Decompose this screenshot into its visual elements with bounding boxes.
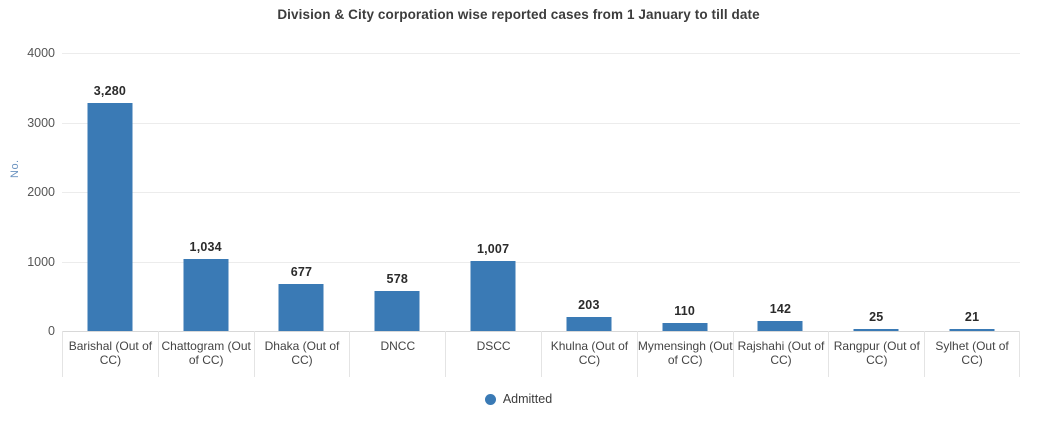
bar-group: 3,280 (62, 53, 158, 331)
bar-group: 21 (924, 53, 1020, 331)
bar-group: 203 (541, 53, 637, 331)
bar[interactable] (662, 323, 708, 331)
bar-group: 677 (254, 53, 350, 331)
x-axis-category: DNCC (349, 331, 445, 377)
bar-value-label: 677 (290, 264, 313, 279)
bar-value-label: 110 (674, 304, 696, 319)
bar-group: 25 (828, 53, 924, 331)
y-axis-tick-label: 0 (48, 323, 55, 338)
gridline (62, 122, 1020, 124)
x-axis-category: Dhaka (Out of CC) (253, 331, 350, 377)
bar-value-label: 1,034 (189, 240, 222, 255)
x-axis-category: Mymensingh (Out of CC) (636, 331, 733, 377)
bar[interactable] (278, 283, 324, 331)
x-axis-category: Khulna (Out of CC) (541, 331, 637, 377)
bar-group: 110 (637, 53, 733, 331)
gridline (62, 53, 1020, 54)
bar-value-label: 25 (869, 310, 884, 324)
chart-title: Division & City corporation wise reporte… (277, 7, 760, 22)
bar-value-label: 578 (386, 271, 409, 286)
x-axis-category-label: Barishal (Out of CC) (68, 339, 153, 367)
x-axis-category: Sylhet (Out of CC) (924, 331, 1020, 377)
x-axis-category-label: Mymensingh (Out of CC) (637, 339, 733, 367)
x-axis-category-label: Dhaka (Out of CC) (264, 339, 340, 367)
bar[interactable] (374, 290, 420, 331)
bar-value-label: 21 (964, 310, 980, 324)
x-axis-category: Rangpur (Out of CC) (828, 331, 924, 377)
bar[interactable] (470, 261, 516, 331)
x-axis-category-label: DSCC (476, 339, 511, 353)
chart-legend: Admitted (0, 392, 1037, 406)
bar-group: 142 (733, 53, 829, 331)
bar[interactable] (566, 316, 612, 331)
bar-group: 1,034 (158, 53, 254, 331)
x-axis-category: Barishal (Out of CC) (62, 331, 158, 377)
bar-value-label: 1,007 (476, 242, 510, 257)
x-axis-category-label: DNCC (380, 339, 416, 353)
legend-marker-icon (484, 393, 496, 405)
gridline (62, 261, 1020, 263)
y-axis-tick-label: 4000 (27, 45, 55, 60)
x-axis-category-label: Rangpur (Out of CC) (833, 339, 920, 367)
x-axis-categories: Barishal (Out of CC) Chattogram (Out of C… (62, 331, 1020, 377)
x-axis-category-label: Chattogram (Out of CC) (161, 339, 251, 367)
bar-group: 1,007 (445, 53, 541, 331)
x-axis-category: DSCC (445, 331, 541, 377)
plot-area: 3,280 1,034 677 578 1,007 203 110 142 25 21 (62, 53, 1020, 332)
bar[interactable] (853, 329, 899, 331)
bar[interactable] (949, 329, 995, 331)
x-axis-category-label: Khulna (Out of CC) (550, 339, 629, 367)
bar-value-label: 203 (578, 297, 600, 312)
bar[interactable] (87, 103, 133, 331)
bar-value-label: 142 (769, 302, 792, 317)
legend-label[interactable]: Admitted (502, 392, 553, 406)
x-axis-category: Chattogram (Out of CC) (157, 331, 254, 377)
y-axis-tick-label: 3000 (27, 115, 55, 130)
bar-group: 578 (349, 53, 445, 331)
bar-value-label: 3,280 (93, 84, 127, 99)
x-axis-category-label: Rajshahi (Out of CC) (737, 339, 825, 367)
bar[interactable] (183, 259, 229, 331)
y-axis-tick-labels: 0 1000 2000 3000 4000 (0, 47, 55, 337)
gridline (62, 192, 1020, 193)
x-axis-category: Rajshahi (Out of CC) (732, 331, 829, 377)
y-axis-tick-label: 1000 (27, 254, 55, 269)
x-axis-category-label: Sylhet (Out of CC) (935, 339, 1009, 367)
bar[interactable] (757, 321, 803, 331)
y-axis-tick-label: 2000 (27, 184, 55, 199)
